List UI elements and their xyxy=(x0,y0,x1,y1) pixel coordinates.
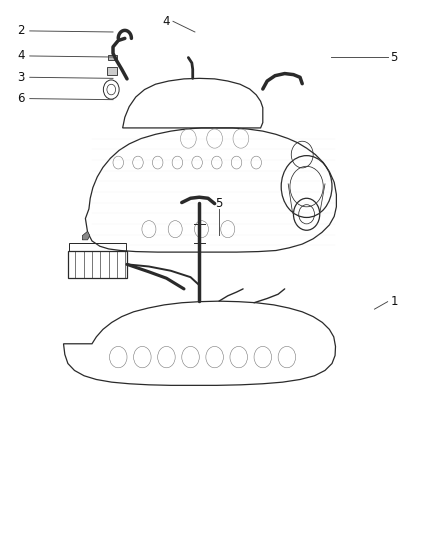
Text: 5: 5 xyxy=(391,51,398,63)
Text: 6: 6 xyxy=(17,92,25,105)
Text: 2: 2 xyxy=(17,25,25,37)
Text: 1: 1 xyxy=(390,295,398,308)
Text: 4: 4 xyxy=(17,50,25,62)
Text: 5: 5 xyxy=(215,197,223,210)
Text: 3: 3 xyxy=(18,71,25,84)
Text: 4: 4 xyxy=(162,15,170,28)
Bar xyxy=(107,67,117,75)
Bar xyxy=(108,55,117,60)
Polygon shape xyxy=(82,231,90,240)
